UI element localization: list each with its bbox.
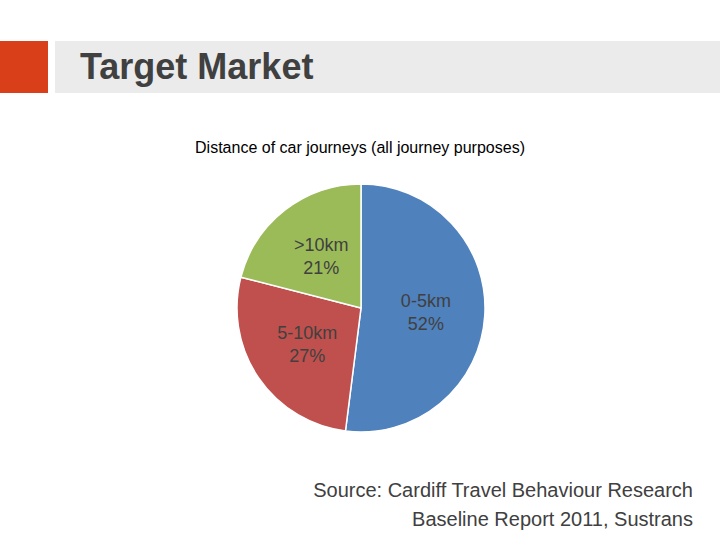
html-text:Target Market: Target Market <box>80 46 314 87</box>
svg-text:>10km: >10km <box>294 235 349 255</box>
svg-text:21%: 21% <box>303 258 339 278</box>
svg-text:0-5km: 0-5km <box>401 291 451 311</box>
svg-text:27%: 27% <box>289 346 325 366</box>
svg-text:Distance of car journeys (all: Distance of car journeys (all journey pu… <box>195 139 525 156</box>
svg-text:Source: Cardiff Travel Behavio: Source: Cardiff Travel Behaviour Researc… <box>313 479 693 501</box>
svg-text:5-10km: 5-10km <box>277 323 337 343</box>
svg-text:52%: 52% <box>408 314 444 334</box>
svg-text:Baseline Report 2011, Sustrans: Baseline Report 2011, Sustrans <box>412 508 693 530</box>
